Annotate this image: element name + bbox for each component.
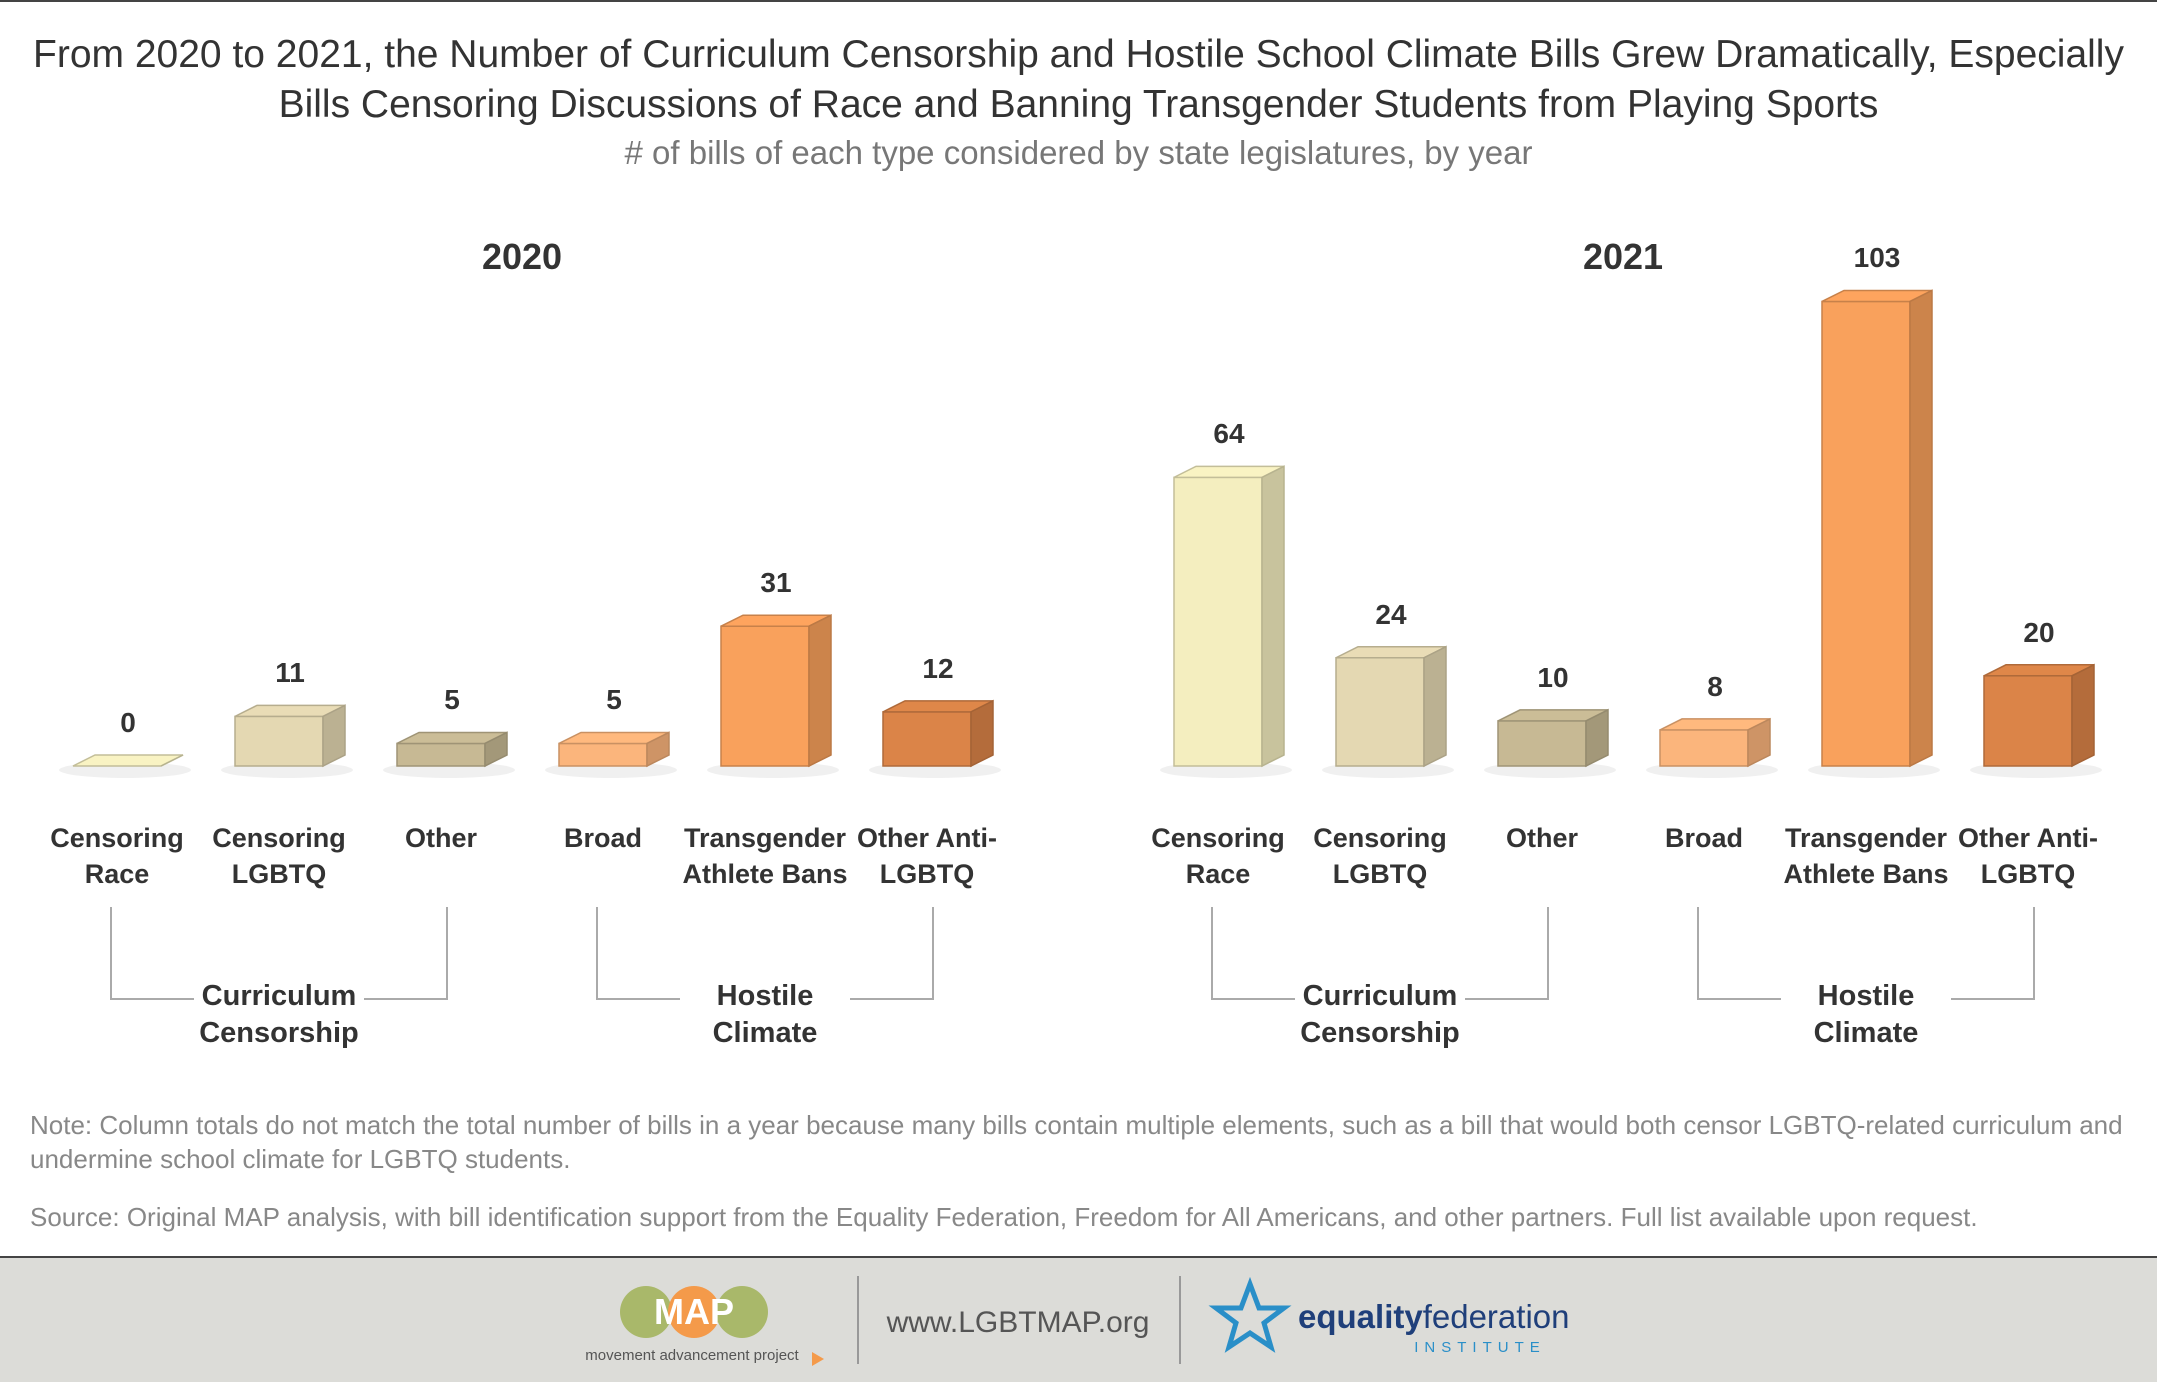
panel-title: 2021 [1582, 236, 1664, 277]
x-tick-label: Censoring LGBTQ [1313, 823, 1447, 889]
bar [1497, 720, 1587, 767]
bar-side [1423, 645, 1447, 768]
chart [59, 289, 2102, 1000]
partner-name-b: federation [1423, 1298, 1570, 1335]
partner-name-a: equality [1298, 1298, 1423, 1335]
value-label: 10 [1537, 661, 1569, 693]
bar [720, 625, 810, 767]
website: www.LGBTMAP.org [886, 1306, 1150, 1339]
value-label: 31 [760, 567, 792, 599]
map-logo: MAP [654, 1291, 734, 1332]
value-label: 5 [444, 684, 460, 716]
bar [882, 711, 972, 767]
bar-side [970, 699, 994, 768]
x-tick-label: Other Anti-LGBTQ [1958, 823, 2098, 889]
value-label: 11 [275, 657, 305, 689]
bar-side [1909, 289, 1933, 768]
footer: MAP movement advancement project www.LGB… [0, 1256, 2157, 1382]
partner-name: equalityfederation [1298, 1298, 1569, 1335]
bar-side [322, 704, 346, 768]
logo-dot [716, 1286, 768, 1338]
bar-side [1747, 717, 1771, 768]
bar [396, 742, 486, 767]
star-icon [1208, 1276, 1292, 1353]
bar [234, 715, 324, 767]
bar [558, 742, 648, 767]
x-tick-label: Transgender Athlete Bans [1783, 823, 1949, 889]
value-label: 0 [120, 707, 136, 738]
group-label: Curriculum Censorship [1295, 978, 1465, 1052]
group-label: Hostile Climate [680, 978, 850, 1052]
x-tick-label: Transgender Athlete Bans [682, 823, 848, 889]
bar [1821, 300, 1911, 767]
bar-side [2071, 663, 2095, 768]
chart-subtitle: # of bills of each type considered by st… [624, 134, 1533, 171]
x-tick-label: Broad [1664, 823, 1743, 853]
value-label: 103 [1853, 242, 1901, 274]
x-tick-label: Other [1505, 823, 1578, 853]
bar [1659, 729, 1749, 767]
bar-side [646, 731, 670, 768]
value-label: 5 [606, 684, 622, 716]
bar [1983, 675, 2073, 767]
x-tick-label: Other Anti-LGBTQ [857, 823, 997, 889]
note: Note: Column totals do not match the tot… [30, 1110, 2123, 1174]
x-tick-label: Censoring Race [50, 823, 184, 889]
bar [1173, 476, 1263, 767]
footer-graphics: MAP movement advancement project www.LGB… [585, 1276, 1569, 1366]
group-label: Curriculum Censorship [194, 978, 364, 1052]
chart-title: From 2020 to 2021, the Number of Curricu… [33, 33, 2124, 126]
bar [1335, 657, 1425, 767]
value-label: 12 [922, 652, 954, 684]
bar-side [1261, 465, 1285, 768]
group-label: Hostile Climate [1781, 978, 1951, 1052]
bar-side [1585, 708, 1609, 768]
x-tick-label: Censoring Race [1151, 823, 1285, 889]
partner-sub: INSTITUTE [1414, 1339, 1546, 1356]
source: Source: Original MAP analysis, with bill… [30, 1202, 1978, 1232]
bar-side [808, 613, 832, 768]
panel-title: 2020 [481, 236, 563, 277]
value-label: 64 [1213, 418, 1245, 450]
logo-dot [668, 1286, 720, 1338]
x-tick-label: Broad [563, 823, 642, 853]
value-label: 24 [1375, 598, 1407, 630]
value-label: 20 [2023, 616, 2055, 648]
logo-arrow [812, 1352, 824, 1366]
bar-side [484, 731, 508, 768]
map-name: movement advancement project [585, 1347, 799, 1364]
x-tick-label: Censoring LGBTQ [212, 823, 346, 889]
bar-side [160, 754, 184, 767]
value-label: 8 [1707, 670, 1723, 702]
x-tick-label: Other [404, 823, 477, 853]
logo-dot [620, 1286, 672, 1338]
